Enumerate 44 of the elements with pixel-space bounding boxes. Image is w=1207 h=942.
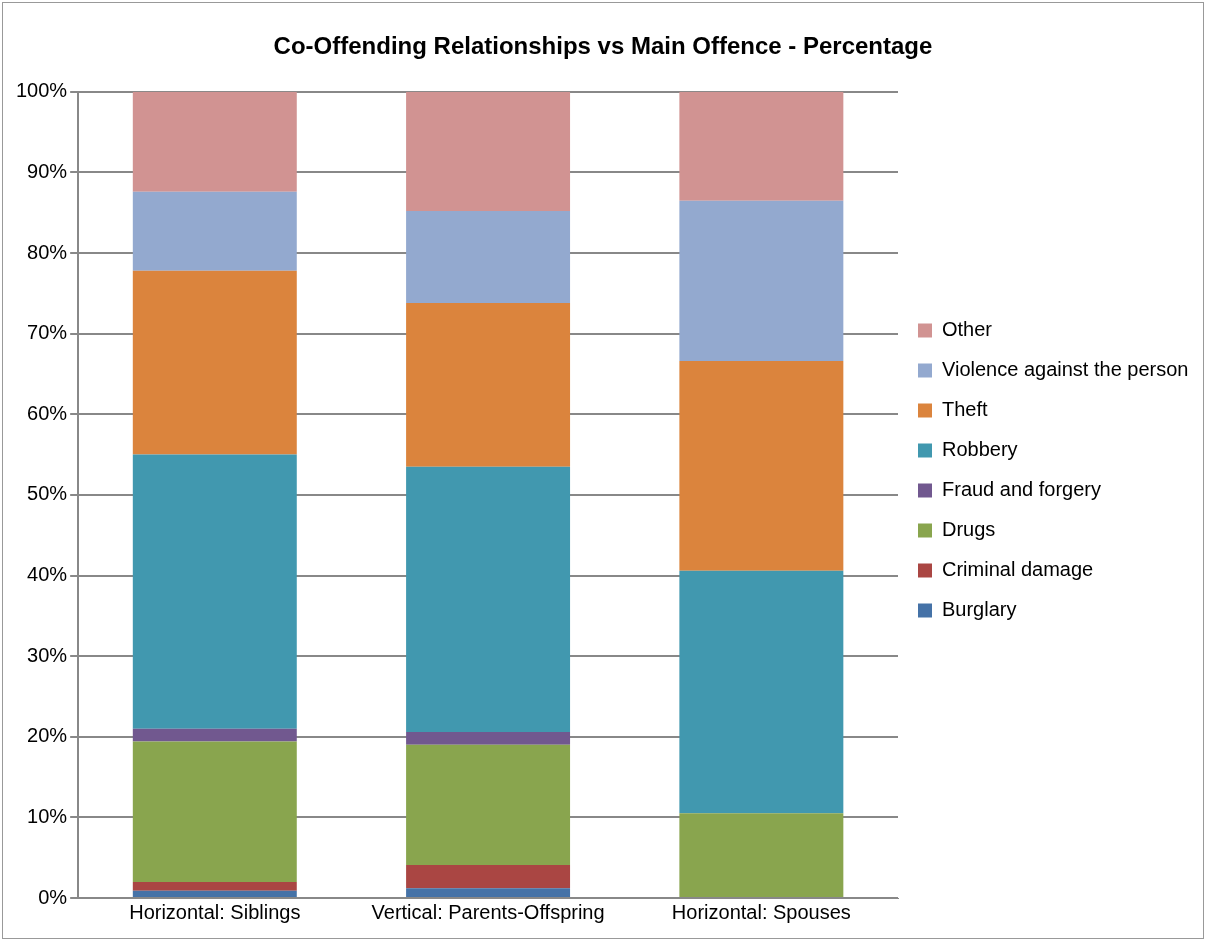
bar bbox=[132, 91, 297, 192]
bar bbox=[132, 191, 297, 271]
bar bbox=[406, 211, 571, 304]
bar bbox=[406, 744, 571, 865]
legend-label: Theft bbox=[942, 398, 989, 421]
x-tick-label: Horizontal: Spouses bbox=[671, 900, 851, 923]
y-tick-label: 20% bbox=[27, 724, 68, 747]
bar bbox=[679, 570, 844, 814]
bar bbox=[132, 728, 297, 742]
chart-title: Co-Offending Relationships vs Main Offence - Percentage bbox=[273, 32, 933, 60]
y-tick-label: 0% bbox=[38, 885, 68, 908]
bar bbox=[406, 888, 571, 897]
y-tick-label: 30% bbox=[27, 643, 68, 666]
y-tick-label: 100% bbox=[16, 79, 68, 102]
bar bbox=[406, 91, 571, 212]
bar bbox=[132, 270, 297, 455]
bar bbox=[132, 741, 297, 882]
legend-label: Violence against the person bbox=[942, 358, 1189, 381]
bar bbox=[679, 91, 844, 201]
bar bbox=[406, 731, 571, 745]
bar bbox=[406, 303, 571, 467]
bar bbox=[679, 200, 844, 362]
bar bbox=[679, 361, 844, 571]
x-tick-label: Horizontal: Siblings bbox=[129, 900, 301, 923]
y-tick-label: 90% bbox=[27, 159, 68, 182]
y-tick-label: 80% bbox=[27, 240, 68, 263]
legend-label: Drugs bbox=[942, 518, 996, 541]
y-tick-label: 70% bbox=[27, 321, 68, 344]
legend-label: Robbery bbox=[942, 438, 1018, 461]
bar bbox=[132, 890, 297, 897]
bar bbox=[406, 466, 571, 732]
y-tick-label: 50% bbox=[27, 482, 68, 505]
legend-label: Criminal damage bbox=[942, 558, 1094, 581]
y-tick-label: 10% bbox=[27, 804, 68, 827]
x-tick-label: Vertical: Parents-Offspring bbox=[371, 900, 605, 923]
legend-label: Other bbox=[942, 318, 993, 341]
y-tick-label: 60% bbox=[27, 401, 68, 424]
bar bbox=[406, 864, 571, 889]
bar bbox=[679, 813, 844, 897]
legend-label: Burglary bbox=[942, 598, 1017, 621]
legend-label: Fraud and forgery bbox=[942, 478, 1101, 501]
bar bbox=[132, 881, 297, 891]
y-tick-label: 40% bbox=[27, 563, 68, 586]
bar bbox=[132, 454, 297, 729]
